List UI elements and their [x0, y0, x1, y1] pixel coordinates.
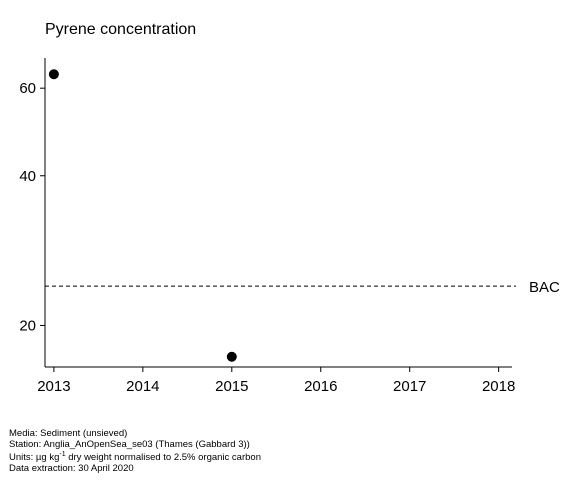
chart-title: Pyrene concentration — [45, 21, 196, 38]
footer-media: Media: Sediment (unsieved) — [9, 428, 128, 439]
y-tick-label: 40 — [19, 168, 36, 185]
y-tick-label: 60 — [19, 80, 36, 97]
chart-footer: Media: Sediment (unsieved) Station: Angl… — [9, 428, 261, 474]
footer-extraction: Data extraction: 30 April 2020 — [9, 462, 134, 474]
footer-units-prefix: Units: µg kg — [9, 452, 60, 464]
footer-station: Station: Anglia_AnOpenSea_se03 (Thames (… — [9, 438, 250, 450]
reference-line-label: BAC — [529, 279, 560, 296]
data-points — [48, 69, 237, 362]
x-tick-label: 2015 — [215, 378, 248, 395]
footer-units-suffix: dry weight normalised to 2.5% organic ca… — [65, 452, 261, 464]
x-tick-label: 2014 — [126, 378, 159, 395]
x-tick-label: 2017 — [393, 378, 426, 395]
footer-units: Units: µg kg-1 dry weight normalised to … — [9, 450, 261, 464]
x-tick-label: 2018 — [482, 378, 515, 395]
axes: 20 40 60 2013 2014 2015 2016 2017 2018 BAC — [19, 58, 560, 395]
x-tick-label: 2016 — [304, 378, 337, 395]
footer-units-exponent: -1 — [59, 451, 66, 458]
data-point — [48, 69, 59, 80]
y-tick-label: 20 — [19, 317, 36, 334]
data-point — [226, 351, 237, 362]
x-tick-label: 2013 — [37, 378, 70, 395]
